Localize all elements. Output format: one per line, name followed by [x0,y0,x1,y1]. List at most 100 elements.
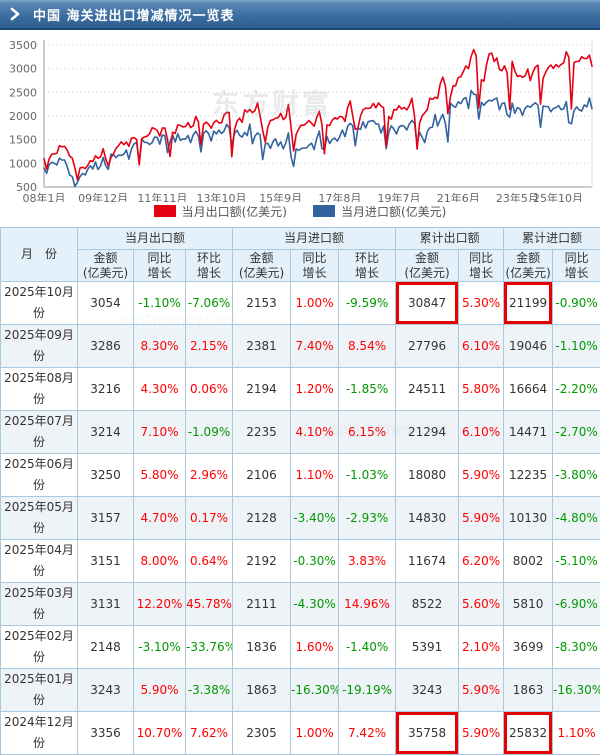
svg-text:11年11月: 11年11月 [137,191,187,202]
data-cell: 7.10% [134,411,186,454]
svg-text:1500: 1500 [9,134,37,147]
column-subheader: 金额 (亿美元) [396,250,459,282]
data-cell: -3.10% [134,626,186,669]
data-cell: 3151 [78,540,134,583]
data-cell: 7.62% [186,712,233,755]
data-cell: 2192 [233,540,291,583]
data-cell: 3216 [78,368,134,411]
data-cell: 3286 [78,325,134,368]
data-cell: 11674 [396,540,459,583]
data-cell: 12.20% [134,583,186,626]
data-cell: -6.90% [553,583,600,626]
data-cell: 8002 [504,540,553,583]
column-subheader: 金额 (亿美元) [78,250,134,282]
data-cell: 6.20% [459,540,504,583]
legend-item-import[interactable]: 当月进口额(亿美元) [313,203,446,220]
data-cell: -4.30% [291,583,339,626]
data-cell: 2235 [233,411,291,454]
data-cell: -0.30% [291,540,339,583]
data-cell: 5.90% [134,669,186,712]
data-cell: 8.00% [134,540,186,583]
data-cell: -0.90% [553,282,600,325]
data-cell: 4.10% [291,411,339,454]
data-cell: -8.30% [553,626,600,669]
window-titlebar: 中国 海关进出口增减情况一览表 [0,0,600,30]
data-cell: 5.90% [459,712,504,755]
data-cell: 2148 [78,626,134,669]
data-cell: -19.19% [339,669,396,712]
page-title: 中国 海关进出口增减情况一览表 [33,5,235,24]
column-header: 当月进口额 [233,228,396,250]
data-cell: 1.10% [553,712,600,755]
data-cell: 7.40% [291,325,339,368]
svg-text:15年9月: 15年9月 [259,191,302,202]
data-cell: 2153 [233,282,291,325]
data-cell: 2381 [233,325,291,368]
data-cell: -2.20% [553,368,600,411]
data-cell: 6.10% [459,411,504,454]
data-cell: 21294 [396,411,459,454]
column-subheader: 环比 增长 [339,250,396,282]
data-cell: 45.78% [186,583,233,626]
svg-text:09年12月: 09年12月 [78,191,128,202]
chevron-right-icon[interactable] [10,7,21,21]
column-subheader: 同比 增长 [459,250,504,282]
data-cell: 21199 [504,282,553,325]
data-cell: 0.64% [186,540,233,583]
month-cell: 2025年10月份 [1,282,78,325]
data-cell: 3214 [78,411,134,454]
data-cell: 19046 [504,325,553,368]
legend-label-import: 当月进口额(亿美元) [341,203,446,220]
svg-text:25年10月: 25年10月 [533,191,583,202]
data-cell: -2.70% [553,411,600,454]
data-cell: 6.10% [459,325,504,368]
export-series-swatch [154,205,176,217]
data-cell: -1.85% [339,368,396,411]
data-cell: 4.30% [134,368,186,411]
data-cell: 12235 [504,454,553,497]
data-cell: 25832 [504,712,553,755]
data-cell: 4.70% [134,497,186,540]
svg-text:08年1月: 08年1月 [23,191,66,202]
svg-text:1000: 1000 [9,157,37,170]
data-cell: 3699 [504,626,553,669]
data-cell: -1.10% [553,325,600,368]
svg-text:13年10月: 13年10月 [197,191,247,202]
data-cell: 30847 [396,282,459,325]
data-cell: 16664 [504,368,553,411]
data-cell: 1.00% [291,282,339,325]
month-cell: 2025年08月份 [1,368,78,411]
svg-text:2500: 2500 [9,86,37,99]
data-cell: -3.40% [291,497,339,540]
column-subheader: 金额 (亿美元) [504,250,553,282]
legend-item-export[interactable]: 当月出口额(亿美元) [154,203,287,220]
data-cell: 1863 [504,669,553,712]
column-subheader: 同比 增长 [553,250,600,282]
data-cell: 3356 [78,712,134,755]
data-cell: 5.80% [134,454,186,497]
data-cell: 5.90% [459,669,504,712]
month-cell: 2025年06月份 [1,454,78,497]
column-header: 月 份 [1,228,78,282]
data-cell: -33.76% [186,626,233,669]
data-cell: 5810 [504,583,553,626]
svg-text:3500: 3500 [9,39,37,52]
data-cell: 35758 [396,712,459,755]
month-cell: 2025年05月份 [1,497,78,540]
data-cell: 5.60% [459,583,504,626]
column-subheader: 金额 (亿美元) [233,250,291,282]
data-cell: 6.15% [339,411,396,454]
data-cell: 2106 [233,454,291,497]
data-cell: 3250 [78,454,134,497]
data-cell: 14471 [504,411,553,454]
column-subheader: 同比 增长 [291,250,339,282]
data-cell: -9.59% [339,282,396,325]
